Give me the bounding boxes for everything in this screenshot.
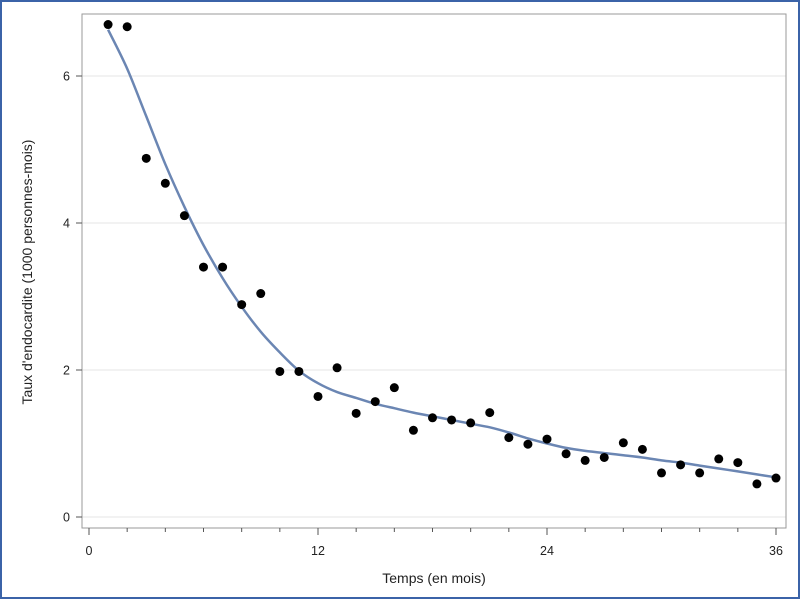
data-point <box>485 408 495 418</box>
data-point <box>504 433 514 443</box>
y-tick-label: 6 <box>63 70 70 84</box>
data-point <box>599 452 609 462</box>
y-tick-label: 2 <box>63 364 70 378</box>
data-point <box>199 262 208 272</box>
data-point <box>141 153 151 163</box>
data-point <box>370 397 380 407</box>
data-point <box>294 366 304 376</box>
data-point <box>657 468 666 478</box>
data-point <box>408 425 418 435</box>
y-tick-label: 4 <box>63 217 70 231</box>
data-point <box>561 449 571 459</box>
x-axis: 0 12 24 36 <box>86 528 783 558</box>
data-point <box>695 468 705 478</box>
data-point <box>676 460 686 470</box>
data-point <box>752 479 762 489</box>
data-point <box>256 289 266 299</box>
data-point <box>542 434 552 444</box>
x-tick-label: 12 <box>311 544 325 558</box>
plot-area <box>81 13 787 529</box>
data-point <box>580 455 590 465</box>
data-point <box>771 473 781 483</box>
y-axis-label: Taux d'endocardite (1000 personnes-mois) <box>19 140 35 405</box>
data-point <box>428 413 437 423</box>
data-points <box>103 20 781 489</box>
y-axis: 0 2 4 6 <box>63 70 82 525</box>
x-tick-label: 0 <box>86 544 93 558</box>
data-point <box>351 408 361 418</box>
data-point <box>237 300 247 310</box>
x-tick-label: 36 <box>769 544 783 558</box>
data-point <box>160 178 170 188</box>
data-point <box>389 383 399 393</box>
data-point <box>466 418 476 428</box>
data-point <box>275 366 285 376</box>
grid <box>82 75 786 518</box>
x-axis-label: Temps (en mois) <box>382 570 485 586</box>
data-point <box>618 438 628 448</box>
data-point <box>313 391 323 401</box>
x-tick-label: 24 <box>540 544 554 558</box>
data-point <box>714 454 724 464</box>
trend-line <box>106 29 777 479</box>
data-point <box>637 444 647 454</box>
data-point <box>218 262 228 272</box>
y-tick-label: 0 <box>63 511 70 525</box>
data-point <box>733 458 743 468</box>
data-point <box>179 211 189 221</box>
data-point <box>103 20 113 30</box>
data-point <box>447 415 457 425</box>
data-point <box>523 439 533 449</box>
data-point <box>122 22 132 32</box>
data-point <box>332 363 342 373</box>
